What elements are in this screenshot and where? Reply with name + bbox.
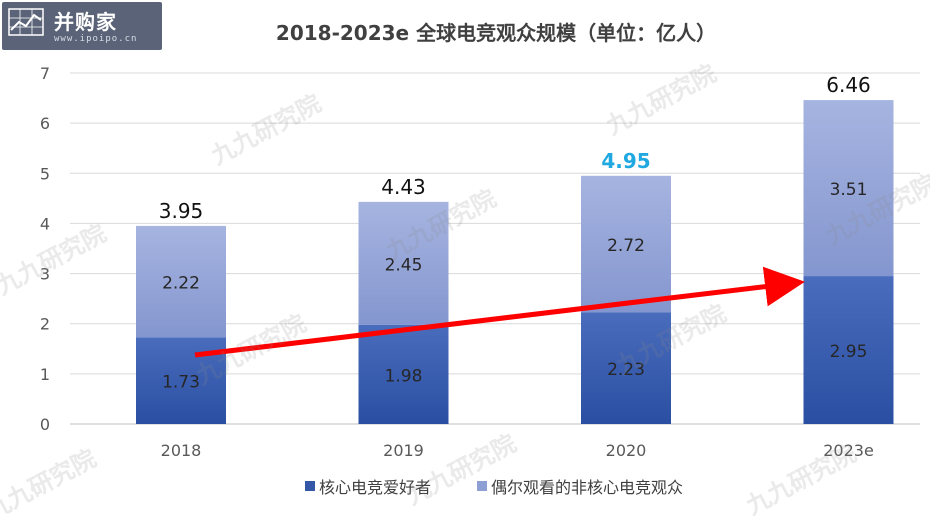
data-label: 1.73 bbox=[162, 373, 200, 393]
chart-title: 2018-2023e 全球电竞观众规模（单位：亿人） bbox=[276, 21, 716, 45]
x-tick-label: 2018 bbox=[161, 441, 202, 460]
bar-segment bbox=[803, 276, 894, 424]
data-label: 2.95 bbox=[830, 342, 868, 362]
data-label: 3.51 bbox=[830, 180, 868, 200]
y-tick-label: 4 bbox=[40, 214, 50, 233]
legend: 核心电竞爱好者 偶尔观看的非核心电竞观众 bbox=[305, 478, 683, 497]
data-label: 2.72 bbox=[607, 236, 645, 256]
label-layer: 1.73 2.22 3.95 2018 1.98 2.45 4.43 2019 2.23 2.72… bbox=[159, 73, 874, 460]
total-label: 3.95 bbox=[159, 199, 204, 223]
y-tick-label: 0 bbox=[40, 415, 50, 434]
chart-logo-icon bbox=[8, 8, 44, 36]
data-label: 1.98 bbox=[385, 366, 423, 386]
data-label: 2.23 bbox=[607, 360, 645, 380]
legend-swatch bbox=[477, 481, 487, 491]
bar-segment bbox=[358, 324, 449, 424]
y-tick-label: 1 bbox=[40, 365, 50, 384]
logo-brand: 并购家 bbox=[54, 10, 117, 34]
y-tick-label: 3 bbox=[40, 265, 50, 284]
x-tick-label: 2020 bbox=[606, 441, 647, 460]
x-tick-label: 2019 bbox=[383, 441, 424, 460]
logo: 并购家 www.ipoipo.cn bbox=[2, 2, 162, 50]
data-label: 2.45 bbox=[385, 255, 423, 275]
grid-layer: 0 1 2 3 4 5 6 7 bbox=[40, 64, 920, 434]
y-tick-label: 7 bbox=[40, 64, 50, 83]
bar-segment bbox=[136, 225, 226, 338]
total-label: 6.46 bbox=[826, 73, 871, 97]
y-tick-label: 2 bbox=[40, 315, 50, 334]
chart: 2018-2023e 全球电竞观众规模（单位：亿人） 0 1 2 3 4 5 6 7 1.73… bbox=[40, 21, 920, 497]
logo-site: www.ipoipo.cn bbox=[54, 34, 138, 44]
total-label: 4.43 bbox=[381, 175, 426, 199]
total-label: 4.95 bbox=[601, 149, 650, 173]
legend-label: 核心电竞爱好者 bbox=[319, 478, 431, 497]
bar-segment bbox=[581, 175, 671, 313]
bar-segment bbox=[581, 312, 671, 424]
bar-segment bbox=[803, 100, 894, 277]
legend-label: 偶尔观看的非核心电竞观众 bbox=[491, 478, 683, 497]
x-tick-label: 2023e bbox=[823, 441, 874, 460]
trend-arrow bbox=[194, 266, 805, 358]
y-tick-label: 5 bbox=[40, 164, 50, 183]
legend-swatch bbox=[305, 481, 315, 491]
y-tick-label: 6 bbox=[40, 114, 50, 133]
bar-segment bbox=[358, 201, 449, 325]
data-label: 2.22 bbox=[162, 274, 200, 294]
bar-layer bbox=[136, 100, 894, 424]
